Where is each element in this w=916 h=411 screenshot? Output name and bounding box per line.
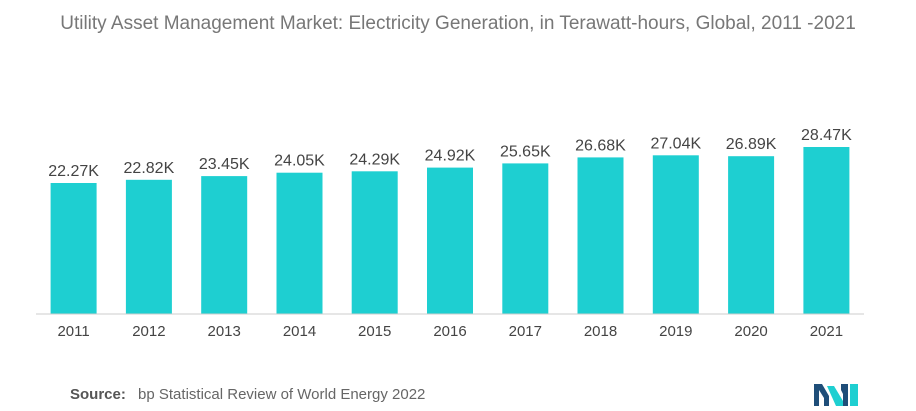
- mordor-intelligence-logo-icon: [814, 384, 858, 406]
- source-note: Source: bp Statistical Review of World E…: [70, 386, 425, 403]
- bar-2018: [577, 157, 624, 314]
- data-label-2011: 22.27K: [48, 163, 99, 180]
- x-tick-2011: 2011: [57, 323, 89, 340]
- bar-2020: [728, 156, 775, 314]
- bar-2011: [50, 183, 97, 314]
- data-labels-layer: 22.27K 22.82K 23.45K 24.05K 24.29K 24.92K 25.6…: [48, 127, 852, 180]
- chart-title: Utility Asset Management Market: Electri…: [60, 13, 856, 34]
- data-label-2016: 24.92K: [425, 148, 476, 165]
- data-label-2021: 28.47K: [801, 127, 852, 144]
- bar-2014: [276, 172, 323, 314]
- source-label: Source:: [70, 386, 126, 403]
- bar-2015: [351, 171, 398, 314]
- x-tick-2013: 2013: [208, 323, 241, 340]
- x-tick-2017: 2017: [509, 323, 542, 340]
- data-label-2013: 23.45K: [199, 156, 250, 173]
- data-label-2018: 26.68K: [575, 137, 626, 154]
- bar-2012: [125, 179, 172, 314]
- data-label-2020: 26.89K: [726, 136, 777, 153]
- bars-layer: [50, 147, 850, 314]
- x-tick-2016: 2016: [433, 323, 466, 340]
- bar-2016: [427, 167, 473, 314]
- bar-2017: [502, 163, 549, 314]
- x-tick-2018: 2018: [584, 323, 617, 340]
- x-tick-2012: 2012: [132, 323, 165, 340]
- bar-2019: [652, 155, 699, 314]
- data-label-2012: 22.82K: [124, 160, 175, 177]
- data-label-2014: 24.05K: [274, 153, 325, 170]
- data-label-2019: 27.04K: [650, 135, 701, 152]
- x-tick-labels-layer: 2011 2012 2013 2014 2015 2016 2017 2018 2019 2020…: [57, 323, 843, 340]
- bar-2013: [201, 176, 248, 314]
- source-text: bp Statistical Review of World Energy 20…: [138, 386, 426, 403]
- x-tick-2020: 2020: [734, 323, 767, 340]
- x-tick-2014: 2014: [283, 323, 316, 340]
- x-tick-2015: 2015: [358, 323, 391, 340]
- data-label-2017: 25.65K: [500, 143, 551, 160]
- x-tick-2019: 2019: [659, 323, 692, 340]
- data-label-2015: 24.29K: [349, 151, 400, 168]
- x-tick-2021: 2021: [810, 323, 843, 340]
- bar-2021: [803, 147, 850, 314]
